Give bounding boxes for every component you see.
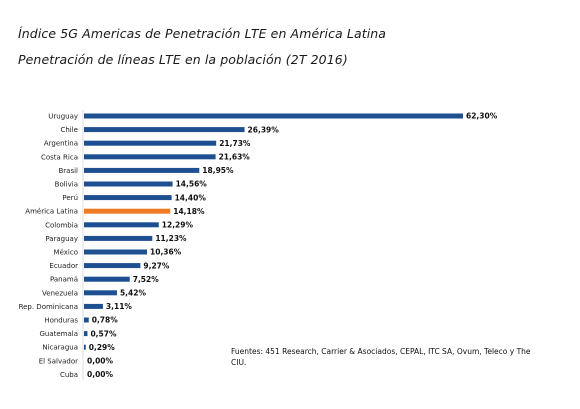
bar: [84, 249, 148, 255]
bar: [84, 276, 130, 282]
value-label: 11,23%: [155, 234, 187, 243]
bar: [84, 290, 117, 296]
value-label: 0,29%: [89, 343, 116, 352]
category-label: Uruguay: [48, 113, 78, 121]
bar: [84, 113, 463, 119]
value-label: 3,11%: [106, 302, 133, 311]
category-label: Colombia: [45, 221, 78, 229]
category-label: Rep. Dominicana: [19, 303, 78, 311]
value-label: 18,95%: [202, 166, 234, 175]
value-label: 21,73%: [219, 139, 251, 148]
category-label: Bolivia: [55, 181, 78, 189]
value-label: 10,36%: [150, 248, 182, 257]
bar: [84, 195, 172, 201]
category-label: Brasil: [58, 167, 78, 175]
value-label: 14,40%: [175, 193, 207, 202]
value-label: 0,00%: [87, 370, 114, 379]
category-label: El Salvador: [39, 357, 78, 365]
bar: [84, 208, 171, 214]
bar: [84, 222, 159, 228]
bar: [84, 263, 141, 269]
value-label: 14,56%: [176, 180, 208, 189]
category-label: Chile: [60, 126, 78, 134]
value-label: 0,78%: [92, 316, 119, 325]
value-label: 21,63%: [219, 153, 251, 162]
category-label: Cuba: [60, 371, 78, 379]
category-label: Panamá: [50, 276, 78, 284]
category-label: Guatemala: [39, 330, 78, 338]
value-label: 12,29%: [162, 221, 194, 230]
value-label: 5,42%: [120, 289, 147, 298]
value-label: 0,00%: [87, 357, 114, 366]
bar: [84, 235, 153, 241]
value-label: 26,39%: [248, 125, 280, 134]
category-label: América Latina: [25, 208, 78, 216]
bar: [84, 167, 200, 173]
category-label: Perú: [62, 194, 78, 202]
value-label: 7,52%: [133, 275, 160, 284]
bar: [84, 331, 88, 337]
value-label: 9,27%: [143, 261, 170, 270]
value-label: 14,18%: [173, 207, 205, 216]
chart-title: Índice 5G Americas de Penetración LTE en…: [18, 26, 387, 41]
bar: [84, 181, 173, 187]
bar: [84, 154, 216, 160]
category-label: Argentina: [44, 140, 78, 148]
bar: [84, 344, 86, 350]
category-label: Nicaragua: [42, 344, 78, 352]
category-label: México: [54, 249, 78, 257]
value-label: 62,30%: [466, 112, 498, 121]
category-label: Honduras: [44, 317, 78, 325]
bar: [84, 317, 89, 323]
category-label: Paraguay: [45, 235, 78, 243]
source-note: Fuentes: 451 Research, Carrier & Asociad…: [231, 347, 531, 367]
chart-subtitle: Penetración de líneas LTE en la població…: [18, 52, 348, 67]
category-label: Costa Rica: [41, 153, 78, 161]
value-label: 0,57%: [90, 329, 117, 338]
category-label: Venezuela: [42, 289, 78, 297]
bar: [84, 303, 103, 309]
bar: [84, 127, 245, 133]
bar: [84, 140, 217, 146]
category-label: Ecuador: [49, 262, 78, 270]
